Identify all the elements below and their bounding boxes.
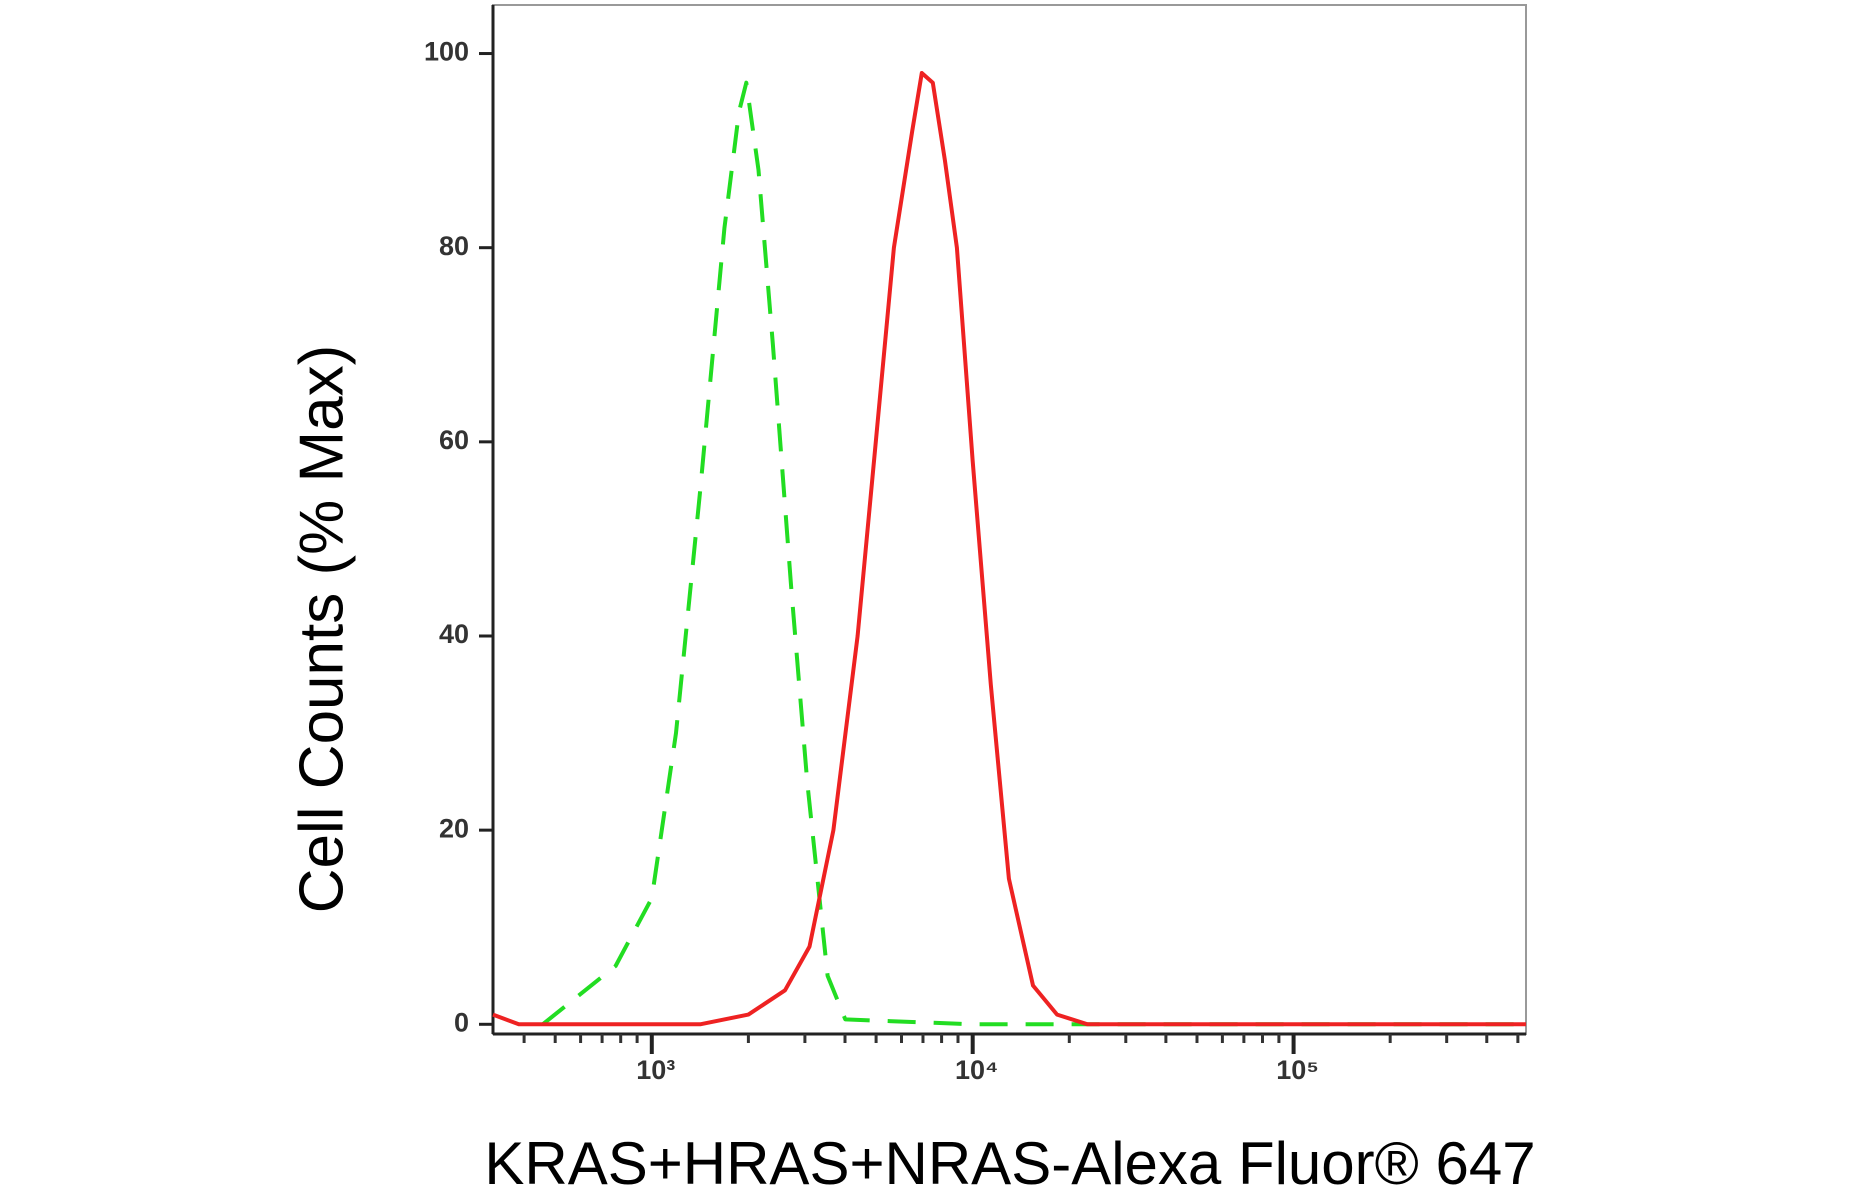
x-axis-label: KRAS+HRAS+NRAS-Alexa Fluor® 647 <box>484 1130 1535 1197</box>
y-tick-label: 80 <box>439 231 469 261</box>
y-tick-label: 20 <box>439 813 469 843</box>
x-tick-label: 10³ <box>636 1055 675 1085</box>
y-tick-label: 0 <box>454 1007 469 1037</box>
y-axis-label: Cell Counts (% Max) <box>287 345 356 913</box>
y-tick-label: 40 <box>439 619 469 649</box>
x-tick-label: 10⁴ <box>955 1055 998 1085</box>
histogram-line <box>541 80 1526 1027</box>
y-tick-label: 100 <box>424 37 469 67</box>
x-tick-label: 10⁵ <box>1276 1055 1319 1085</box>
y-tick-label: 60 <box>439 425 469 455</box>
histogram-line <box>492 71 1526 1027</box>
